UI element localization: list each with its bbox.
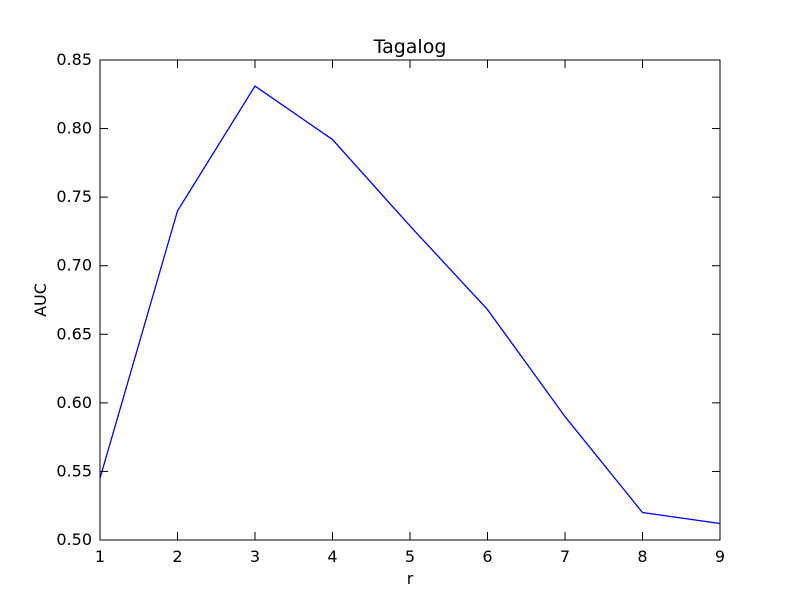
- x-tick-label: 9: [715, 547, 725, 566]
- x-tick-label: 1: [95, 547, 105, 566]
- x-tick-label: 7: [560, 547, 570, 566]
- x-axis-ticks: 1 2 3 4 5 6 7 8 9: [95, 60, 725, 566]
- x-tick-label: 2: [172, 547, 182, 566]
- x-tick-label: 6: [482, 547, 492, 566]
- y-axis-ticks: 0.50 0.55 0.60 0.65 0.70 0.75 0.80 0.85: [56, 50, 720, 549]
- x-tick-label: 4: [327, 547, 337, 566]
- y-tick-label: 0.80: [56, 119, 92, 138]
- y-tick-label: 0.85: [56, 50, 92, 69]
- y-tick-label: 0.60: [56, 393, 92, 412]
- series-lines: [99, 85, 721, 525]
- y-tick-label: 0.50: [56, 530, 92, 549]
- chart-title: Tagalog: [373, 36, 447, 58]
- y-tick-label: 0.65: [56, 324, 92, 343]
- y-tick-label: 0.55: [56, 461, 92, 480]
- x-tick-label: 3: [250, 547, 260, 566]
- plot-area: [100, 60, 720, 540]
- series-line: [99, 85, 721, 525]
- x-axis-title: r: [407, 569, 414, 588]
- y-tick-label: 0.70: [56, 256, 92, 275]
- x-tick-label: 8: [637, 547, 647, 566]
- x-tick-label: 5: [405, 547, 415, 566]
- y-tick-label: 0.75: [56, 187, 92, 206]
- y-axis-title: AUC: [31, 283, 50, 317]
